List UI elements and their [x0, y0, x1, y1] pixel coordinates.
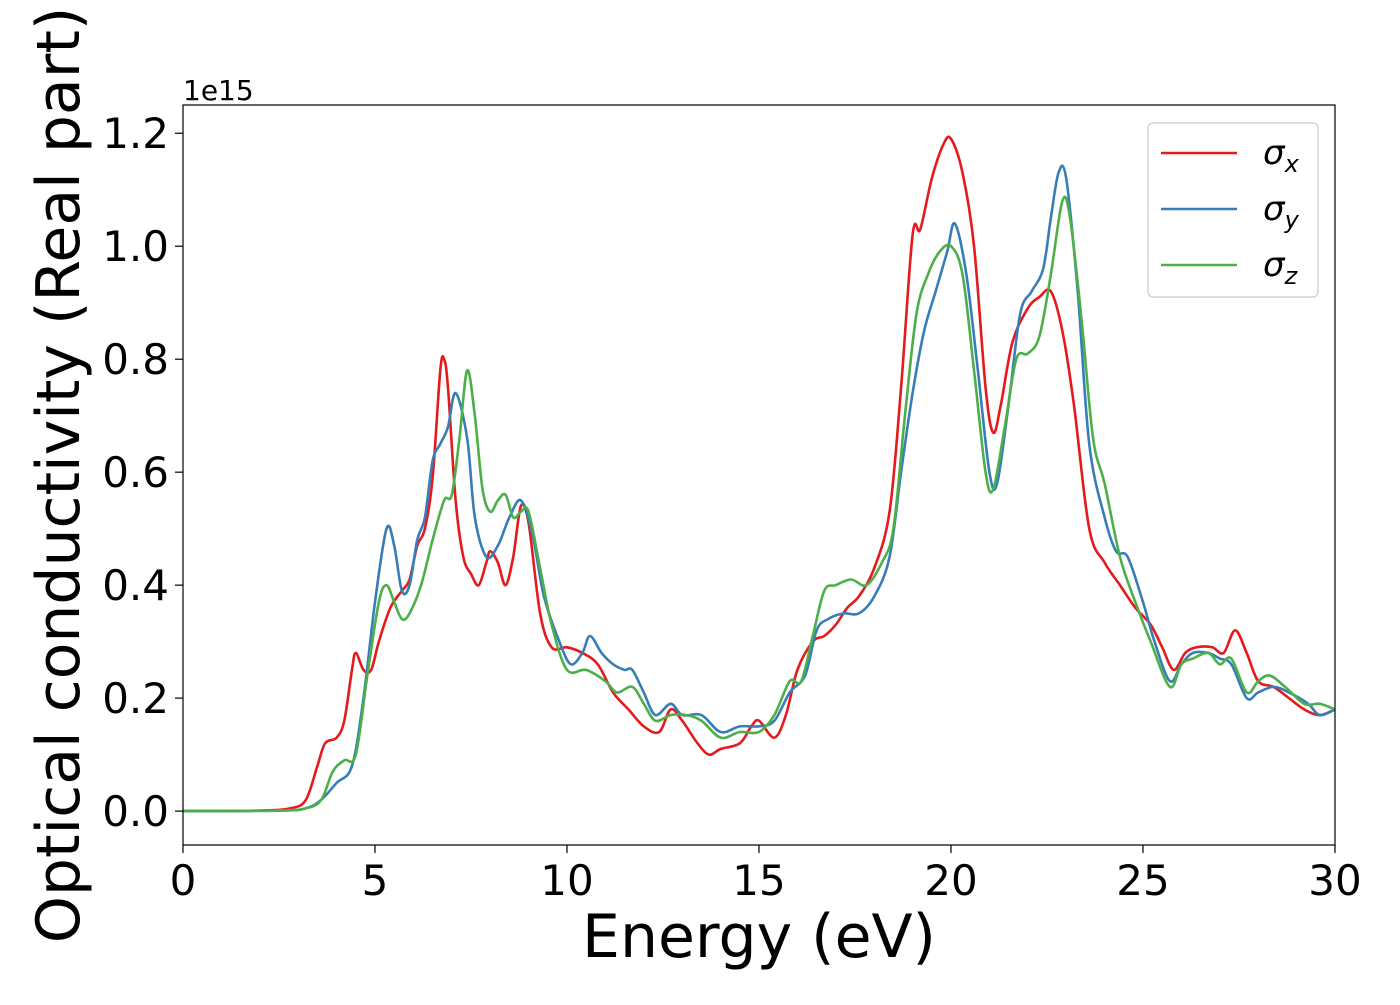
y-tick-label: 0.4: [102, 561, 169, 610]
x-tick-label: 15: [732, 856, 785, 905]
x-tick-label: 30: [1308, 856, 1361, 905]
legend-label-sigma-z: σz: [1263, 245, 1299, 290]
x-axis-ticks: 0 5 10 15 20 25 30: [170, 845, 1362, 905]
y-tick-label: 1.2: [102, 109, 169, 158]
x-tick-label: 0: [170, 856, 197, 905]
series-lines: [183, 135, 1335, 813]
series-line-sigma-z: [183, 195, 1335, 813]
x-tick-label: 5: [362, 856, 389, 905]
y-tick-label: 1.0: [102, 222, 169, 271]
legend-label-sigma-x: σx: [1263, 133, 1300, 178]
y-tick-label: 0.0: [102, 787, 169, 836]
x-tick-label: 10: [540, 856, 593, 905]
y-axis-offset-label: 1e15: [183, 74, 254, 107]
y-axis-label: Optical conductivity (Real part): [24, 7, 94, 944]
y-tick-label: 0.6: [102, 448, 169, 497]
legend: σx σy σz: [1147, 122, 1319, 298]
legend-label-sigma-y: σy: [1263, 189, 1300, 234]
series-line-sigma-y: [183, 164, 1335, 813]
x-tick-label: 25: [1116, 856, 1169, 905]
y-tick-label: 0.2: [102, 674, 169, 723]
x-tick-label: 20: [924, 856, 977, 905]
y-axis-ticks: 0.0 0.2 0.4 0.6 0.8 1.0 1.2: [102, 109, 183, 836]
y-tick-label: 0.8: [102, 335, 169, 384]
x-axis-label: Energy (eV): [582, 902, 936, 972]
